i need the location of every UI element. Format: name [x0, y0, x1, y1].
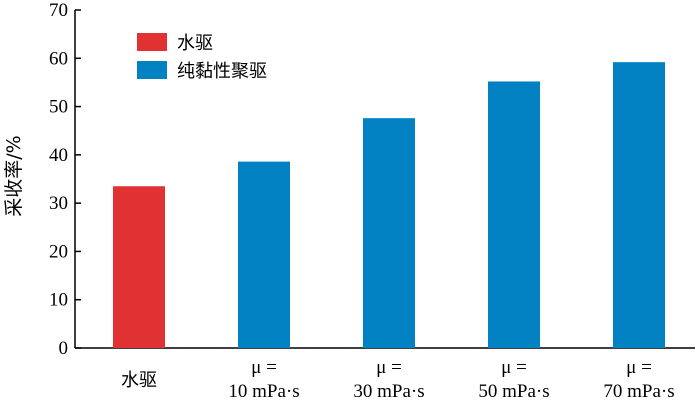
y-tick-label: 50 — [49, 97, 68, 118]
x-tick-label-viscosity: 50 mPa·s — [478, 381, 549, 402]
bar — [613, 62, 665, 349]
y-tick-label: 70 — [49, 0, 68, 21]
legend-swatch — [137, 61, 167, 79]
legend-label: 水驱 — [177, 33, 213, 54]
x-tick-label-viscosity: 10 mPa·s — [228, 381, 299, 402]
bar — [238, 161, 290, 348]
bar — [113, 186, 165, 348]
x-tick-label-mu: μ = — [251, 357, 277, 378]
x-tick-label-mu: μ = — [376, 357, 402, 378]
x-tick-label-mu: μ = — [626, 357, 652, 378]
legend-swatch — [137, 33, 167, 51]
y-tick-label: 0 — [59, 338, 69, 359]
y-tick-label: 30 — [49, 193, 68, 214]
bar — [363, 118, 415, 348]
y-tick-label: 40 — [49, 145, 68, 166]
bar — [488, 81, 540, 348]
y-tick-label: 10 — [49, 290, 68, 311]
y-tick-label: 60 — [49, 48, 68, 69]
x-tick-label-viscosity: 30 mPa·s — [353, 381, 424, 402]
x-tick-label-viscosity: 70 mPa·s — [603, 381, 674, 402]
y-tick-labels: 0 10 20 30 40 50 60 70 — [49, 0, 68, 359]
legend-label: 纯黏性聚驱 — [177, 61, 267, 82]
bars — [113, 62, 665, 349]
y-axis-label: 采收率/% — [3, 135, 25, 216]
y-tick-label: 20 — [49, 241, 68, 262]
x-tick-labels: 水驱 μ = 10 mPa·s μ = 30 mPa·s μ = 50 mPa·s μ = 70… — [121, 357, 675, 402]
x-tick-label-mu: μ = — [501, 357, 527, 378]
x-tick-label: 水驱 — [121, 370, 157, 391]
